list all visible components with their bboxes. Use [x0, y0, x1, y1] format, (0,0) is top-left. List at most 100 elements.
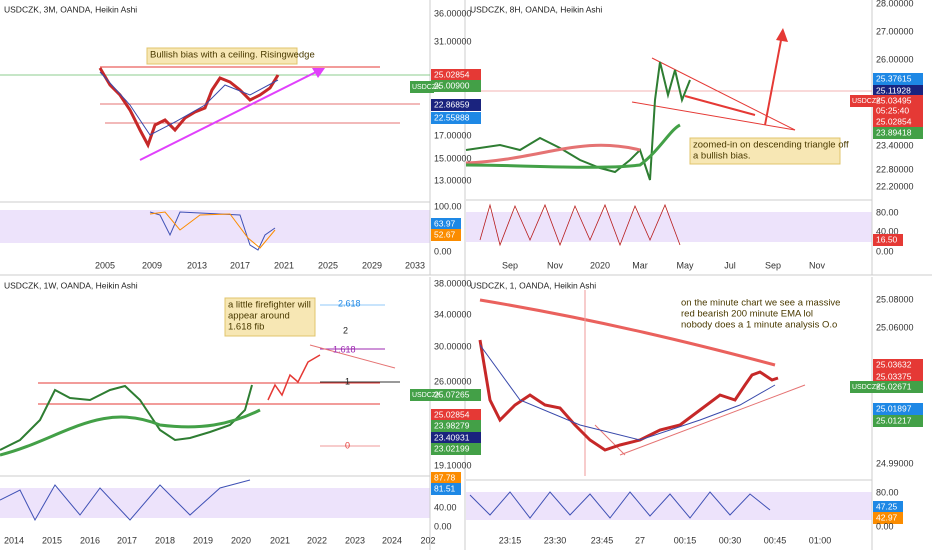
time-label: 2014 [4, 535, 24, 545]
time-label: Sep [502, 260, 518, 270]
price-tag: 22.86859 [434, 99, 470, 109]
annotation: zoomed-in on descending triangle off [693, 140, 849, 151]
time-label: 27 [635, 535, 645, 545]
osc-tag-bg [431, 472, 461, 484]
time-label: 2024 [382, 535, 402, 545]
time-label: 2013 [187, 260, 207, 270]
time-label: 2017 [117, 535, 137, 545]
price-label: 36.00000 [434, 8, 472, 18]
time-label: Sep [765, 260, 781, 270]
time-label: 23:15 [499, 535, 522, 545]
price-tag: 05:25:40 [876, 105, 909, 115]
price-tag: 25.01897 [876, 403, 912, 413]
annotation: Bullish bias with a ceiling. Risingwedge [150, 50, 315, 61]
price-tag: 25.07265 [434, 389, 470, 399]
osc-label: 0.00 [434, 246, 452, 256]
price-tag-bg [873, 381, 923, 393]
osc-band [466, 212, 872, 242]
annotation: a bullish bias. [693, 151, 751, 162]
time-label: 2005 [95, 260, 115, 270]
price-label: 28.00000 [876, 0, 914, 8]
panel-title: USDCZK, 8H, OANDA, Heikin Ashi [470, 4, 602, 14]
time-label: 2033 [405, 260, 425, 270]
time-label: 00:30 [719, 535, 742, 545]
osc-tag-bg [431, 483, 461, 495]
annotation: red bearish 200 minute EMA lol [681, 309, 813, 320]
price-tag: 25.11928 [876, 85, 911, 95]
price-tag: 25.02671 [876, 381, 912, 391]
price-label: 22.80000 [876, 164, 914, 174]
price-tag-bg [431, 409, 481, 421]
price-tag: 25.02854 [876, 116, 912, 126]
panel-title: USDCZK, 1W, OANDA, Heikin Ashi [4, 280, 138, 290]
osc-tag-bg [873, 501, 903, 513]
price-tag-bg [431, 443, 481, 455]
fib-label: 2.618 [338, 298, 361, 308]
price-tag-bg [431, 99, 481, 111]
osc-tag: 16.50 [876, 234, 898, 244]
price-tag: 25.02854 [434, 409, 470, 419]
price-tag-bg [873, 85, 923, 97]
time-label: 2020 [590, 260, 610, 270]
price-label: 38.00000 [434, 278, 472, 288]
osc-label: 0.00 [434, 521, 452, 531]
symbol-tag: USDCZK [412, 392, 441, 399]
annotation: nobody does a 1 minute analysis O.o [681, 320, 837, 331]
price-label: 34.00000 [434, 309, 472, 319]
time-label: 2023 [345, 535, 365, 545]
chart-drawing [469, 290, 806, 519]
price-tag-bg [873, 403, 923, 415]
osc-band [466, 492, 872, 520]
annotation: on the minute chart we see a massive [681, 298, 840, 309]
time-label: Nov [547, 260, 564, 270]
price-tag-bg [431, 112, 481, 124]
time-label: Jul [724, 260, 736, 270]
price-label: 30.00000 [434, 341, 472, 351]
osc-label: 80.00 [876, 207, 899, 217]
time-label: 2022 [307, 535, 327, 545]
price-tag: 25.37615 [876, 73, 912, 83]
price-tag-bg [431, 389, 481, 401]
time-label: 202 [420, 535, 435, 545]
time-label: 2019 [193, 535, 213, 545]
symbol-tag-bg [850, 95, 874, 107]
panel-title: USDCZK, 1, OANDA, Heikin Ashi [470, 280, 596, 290]
osc-band [0, 210, 430, 243]
price-tag-bg [873, 95, 923, 107]
price-tag: 25.01217 [876, 415, 912, 425]
osc-tag: 52.67 [434, 229, 456, 239]
osc-tag-bg [873, 234, 903, 246]
osc-tag: 42.97 [876, 512, 898, 522]
fib-label: 1.618 [333, 344, 356, 354]
osc-label: 0.00 [876, 246, 894, 256]
price-tag: 23.89418 [876, 127, 912, 137]
fib-label: 0 [345, 440, 350, 450]
symbol-tag-bg [410, 81, 434, 93]
osc-label: 100.00 [434, 201, 462, 211]
price-tag-bg [431, 80, 481, 92]
time-label: 2016 [80, 535, 100, 545]
annotation: a little firefighter will [228, 300, 311, 311]
price-tag-bg [873, 73, 923, 85]
price-label: 26.00000 [434, 376, 472, 386]
fib-label: 2 [343, 325, 348, 335]
price-label: 17.00000 [434, 130, 472, 140]
chart-drawing [0, 66, 430, 251]
annotation-box [224, 297, 316, 337]
time-label: 00:45 [764, 535, 787, 545]
osc-label: 80.00 [876, 487, 899, 497]
osc-tag: 63.97 [434, 218, 456, 228]
price-tag-bg [873, 105, 923, 117]
price-label: 24.99000 [876, 458, 914, 468]
chart-drawing [465, 28, 872, 247]
annotation: appear around [228, 311, 290, 322]
price-label: 13.00000 [434, 175, 472, 185]
price-tag-bg [873, 371, 923, 383]
time-label: Nov [809, 260, 826, 270]
time-label: May [676, 260, 694, 270]
time-label: 2017 [230, 260, 250, 270]
price-label: 27.00000 [876, 26, 914, 36]
time-label: 23:45 [591, 535, 614, 545]
time-label: 2020 [231, 535, 251, 545]
time-label: 2021 [270, 535, 290, 545]
